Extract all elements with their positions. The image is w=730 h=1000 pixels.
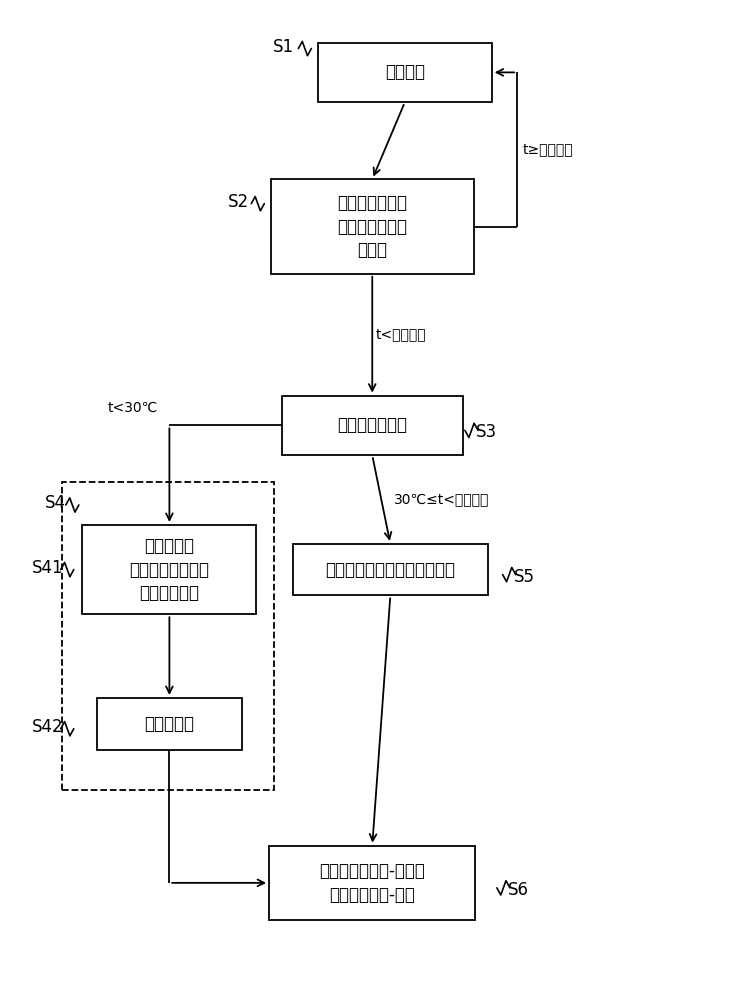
- Bar: [82, 525, 256, 614]
- Bar: [97, 698, 242, 750]
- Text: 检测热回收装置
入口处热回收介
质温度: 检测热回收装置 入口处热回收介 质温度: [337, 194, 407, 259]
- Text: S2: S2: [228, 193, 249, 211]
- Text: S41: S41: [32, 559, 64, 577]
- Text: t≥第一阈值: t≥第一阈值: [523, 142, 574, 156]
- Bar: [282, 396, 463, 455]
- Text: 开启热回收功能: 开启热回收功能: [337, 416, 407, 434]
- Text: 30℃≤t<第一阈值: 30℃≤t<第一阈值: [394, 493, 489, 507]
- Text: S3: S3: [476, 423, 497, 441]
- Text: 压缩机停机
，热回收介质回路
通断开关开启: 压缩机停机 ，热回收介质回路 通断开关开启: [129, 537, 210, 602]
- Text: t<30℃: t<30℃: [108, 401, 158, 415]
- Bar: [293, 544, 488, 595]
- Text: S5: S5: [514, 568, 535, 586]
- Text: S1: S1: [273, 38, 294, 56]
- Bar: [318, 43, 492, 102]
- Text: 热回收介质回路通断开关开启: 热回收介质回路通断开关开启: [326, 561, 456, 579]
- Text: 压缩机启动: 压缩机启动: [145, 715, 194, 733]
- Text: 热回收功能启动-供热水
制冷系统运行-供冷: 热回收功能启动-供热水 制冷系统运行-供冷: [319, 862, 425, 904]
- Text: t<第一阈值: t<第一阈值: [376, 328, 426, 342]
- Bar: [269, 846, 475, 920]
- Text: S6: S6: [508, 881, 529, 899]
- Text: S4: S4: [45, 494, 66, 512]
- Bar: [62, 482, 274, 790]
- Text: 制冷模式: 制冷模式: [385, 63, 425, 81]
- Text: S42: S42: [32, 718, 64, 736]
- Bar: [271, 179, 474, 274]
